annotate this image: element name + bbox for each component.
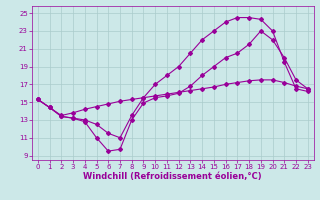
X-axis label: Windchill (Refroidissement éolien,°C): Windchill (Refroidissement éolien,°C) <box>84 172 262 181</box>
